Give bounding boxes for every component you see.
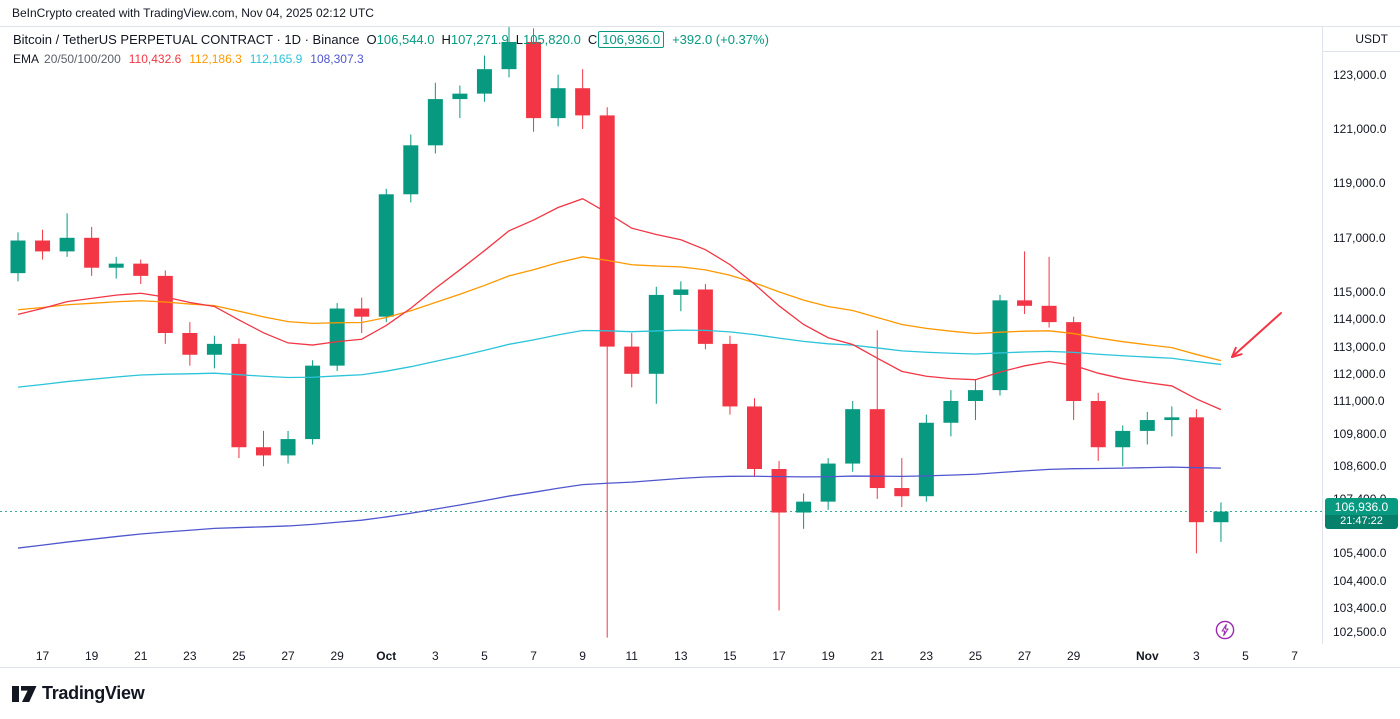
ema50-value: 112,186.3: [189, 52, 242, 66]
high-label: H: [441, 31, 451, 47]
candlestick-chart[interactable]: [0, 27, 1322, 644]
chart-legend: Bitcoin / TetherUS PERPETUAL CONTRACT · …: [13, 29, 769, 69]
attribution-text: BeInCrypto created with TradingView.com,…: [12, 6, 374, 20]
time-tick: 7: [1291, 649, 1298, 663]
price-tick: 109,800.0: [1333, 426, 1387, 441]
time-tick: 7: [530, 649, 537, 663]
time-tick: 29: [330, 649, 344, 663]
low-value: 105,820.0: [522, 31, 581, 47]
time-tick: 19: [821, 649, 835, 663]
time-tick: 25: [968, 649, 983, 663]
price-tick: 108,600.0: [1333, 459, 1387, 474]
price-tick: 123,000.0: [1333, 67, 1387, 82]
time-tick: 21: [134, 649, 148, 663]
lightning-boost-icon[interactable]: [1214, 619, 1236, 641]
open-label: O: [366, 31, 377, 47]
time-tick: 25: [232, 649, 246, 663]
low-label: L: [515, 31, 523, 47]
time-tick: 5: [1242, 649, 1249, 663]
price-tick: 117,000.0: [1333, 230, 1386, 245]
time-tick: 19: [84, 649, 99, 663]
tradingview-logo-icon: [12, 685, 37, 702]
price-tick: 105,400.0: [1333, 546, 1387, 561]
ema-indicator-label[interactable]: EMA: [13, 52, 40, 66]
close-label: C: [587, 31, 598, 47]
price-tick: 114,000.0: [1333, 312, 1386, 327]
time-tick: 23: [919, 649, 934, 663]
last-price-badge[interactable]: 106,936.0 21:47:22: [1325, 497, 1398, 529]
time-tick: 17: [772, 649, 786, 663]
time-tick: 3: [432, 649, 439, 663]
price-tick: 113,000.0: [1333, 339, 1386, 354]
time-tick: 3: [1193, 649, 1200, 663]
time-tick: 17: [35, 649, 50, 663]
time-tick: 23: [183, 649, 197, 663]
currency-label: USDT: [1323, 27, 1400, 52]
price-tick: 103,400.0: [1333, 600, 1387, 615]
price-tick: 115,000.0: [1333, 285, 1386, 300]
time-tick: 9: [579, 649, 586, 663]
ema200-value: 108,307.3: [310, 52, 364, 66]
change-value: +392.0 (+0.37%): [672, 31, 769, 47]
price-tick: 121,000.0: [1333, 122, 1387, 136]
chart-area: Bitcoin / TetherUS PERPETUAL CONTRACT · …: [0, 27, 1400, 667]
ema20-value: 110,432.6: [128, 52, 182, 66]
time-tick: 27: [281, 649, 295, 663]
time-tick: 5: [481, 649, 488, 663]
time-tick: 21: [870, 649, 884, 663]
price-tick: 102,500.0: [1333, 625, 1387, 640]
time-tick: Oct: [376, 649, 397, 663]
price-tick: 112,000.0: [1333, 366, 1386, 381]
time-tick: 13: [674, 649, 688, 663]
last-price-value: 106,936.0: [1325, 497, 1398, 515]
symbol-title[interactable]: Bitcoin / TetherUS PERPETUAL CONTRACT · …: [13, 31, 360, 47]
price-tick: 119,000.0: [1333, 176, 1386, 191]
footer: TradingView: [0, 667, 1400, 719]
ema-row: EMA 20/50/100/200 110,432.6 112,186.3 11…: [13, 49, 769, 69]
price-axis[interactable]: USDT 123,000.0 121,000.0 119,000.0 117,000.…: [1322, 27, 1400, 644]
tradingview-logo[interactable]: TradingView: [12, 683, 145, 705]
time-tick: 27: [1017, 649, 1032, 663]
attribution-bar: BeInCrypto created with TradingView.com,…: [0, 0, 1400, 27]
time-tick: Nov: [1135, 649, 1159, 663]
price-tick: 104,400.0: [1333, 573, 1387, 588]
time-axis[interactable]: 17 19 21 23 25 27 29 Oct 3 5 7 9 11 13 15 17 19 21 23 25 27 2…: [0, 644, 1322, 667]
ema100-value: 112,165.9: [249, 52, 303, 66]
time-tick: 29: [1066, 649, 1081, 663]
open-value: 106,544.0: [376, 31, 435, 47]
price-tick: 111,000.0: [1333, 394, 1385, 408]
time-tick: 11: [625, 649, 638, 663]
bar-countdown: 21:47:22: [1325, 514, 1398, 529]
high-value: 107,271.9: [450, 31, 509, 47]
time-tick: 15: [723, 649, 737, 663]
close-value: 106,936.0: [598, 30, 665, 48]
symbol-ohlc-row: Bitcoin / TetherUS PERPETUAL CONTRACT · …: [13, 29, 769, 49]
ema-params: 20/50/100/200: [44, 52, 121, 66]
tradingview-logo-text: TradingView: [42, 683, 145, 703]
